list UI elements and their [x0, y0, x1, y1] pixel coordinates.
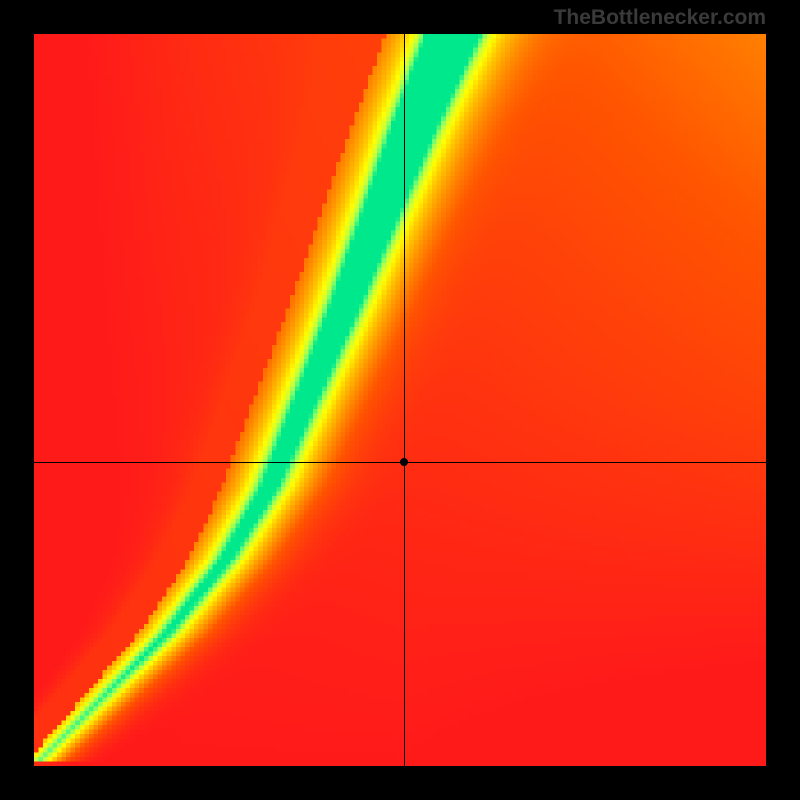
heatmap-canvas [34, 34, 766, 766]
heatmap-plot [34, 34, 766, 766]
watermark-text: TheBottlenecker.com [554, 6, 766, 30]
crosshair-vertical [404, 34, 405, 766]
crosshair-dot [400, 458, 408, 466]
